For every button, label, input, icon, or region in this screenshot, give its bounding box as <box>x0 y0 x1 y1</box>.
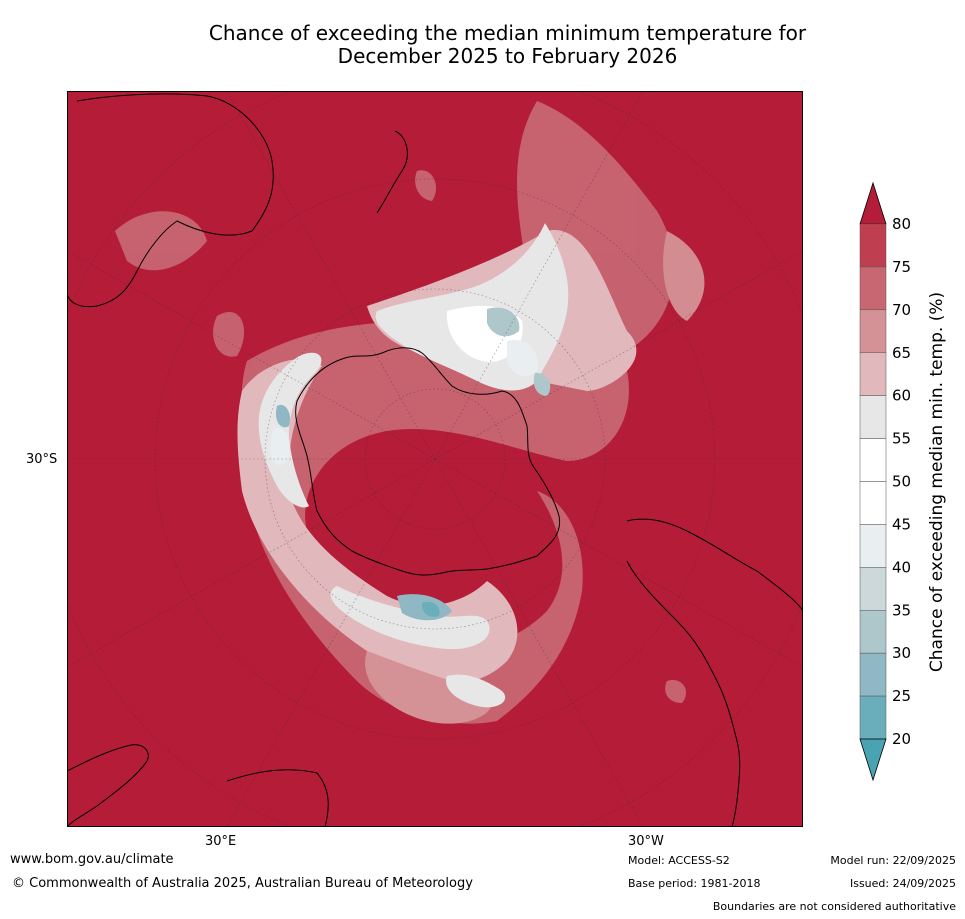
colorbar-tick-75: 75 <box>892 258 911 276</box>
antarctica-coastline <box>295 347 561 576</box>
footer-disclaimer: Boundaries are not considered authoritat… <box>712 900 956 913</box>
colorbar-extend-min <box>859 738 887 782</box>
colorbar-tick-60: 60 <box>892 387 911 405</box>
colorbar-tick-55: 55 <box>892 430 911 448</box>
latitude-label-30s: 30°S <box>26 452 58 467</box>
land-outlines <box>67 93 803 827</box>
colorbar-band-65-70 <box>859 309 887 353</box>
colorbar-tick-70: 70 <box>892 301 911 319</box>
colorbar-band-35-40 <box>859 567 887 611</box>
footer-model-run: Model run: 22/09/2025 <box>830 854 956 867</box>
forecast-map <box>67 91 803 827</box>
footer-website[interactable]: www.bom.gov.au/climate <box>10 852 174 867</box>
colorbar-tick-50: 50 <box>892 473 911 491</box>
probability-20-40-zones <box>275 307 551 621</box>
colorbar-tick-65: 65 <box>892 344 911 362</box>
colorbar-label: Chance of exceeding median min. temp. (%… <box>927 292 947 672</box>
colorbar-tick-25: 25 <box>892 687 911 705</box>
colorbar-band-50-55 <box>859 438 887 482</box>
footer-issued: Issued: 24/09/2025 <box>849 877 956 890</box>
footer-base-period: Base period: 1981-2018 <box>628 877 761 890</box>
colorbar-band-25-30 <box>859 652 887 697</box>
colorbar-band-30-35 <box>859 610 887 654</box>
colorbar-tick-35: 35 <box>892 601 911 619</box>
colorbar-band-20-25 <box>859 695 887 740</box>
probability-40-60-zones <box>258 223 569 708</box>
longitude-label-30e: 30°E <box>205 834 237 849</box>
colorbar-tick-20: 20 <box>892 730 911 748</box>
title-line-2: December 2025 to February 2026 <box>337 44 678 68</box>
title-line-1: Chance of exceeding the median minimum t… <box>208 21 807 45</box>
chart-title: Chance of exceeding the median minimum t… <box>0 22 965 68</box>
colorbar: 80 75 70 65 60 55 50 45 40 35 30 25 20 Chance of exc… <box>859 181 947 782</box>
colorbar-band-75-80 <box>859 223 887 268</box>
footer-model: Model: ACCESS-S2 <box>628 854 730 867</box>
colorbar-tick-40: 40 <box>892 558 911 576</box>
longitude-label-30w: 30°W <box>628 834 664 849</box>
colorbar-tick-30: 30 <box>892 644 911 662</box>
colorbar-band-40-45 <box>859 524 887 568</box>
colorbar-band-55-60 <box>859 395 887 439</box>
footer-copyright: © Commonwealth of Australia 2025, Austra… <box>12 876 473 891</box>
graticule <box>67 91 803 827</box>
colorbar-band-60-65 <box>859 352 887 396</box>
colorbar-tick-45: 45 <box>892 515 911 533</box>
colorbar-tick-80: 80 <box>892 215 911 233</box>
colorbar-band-70-75 <box>859 266 887 311</box>
colorbar-extend-max <box>859 181 887 225</box>
colorbar-band-45-50 <box>859 481 887 525</box>
